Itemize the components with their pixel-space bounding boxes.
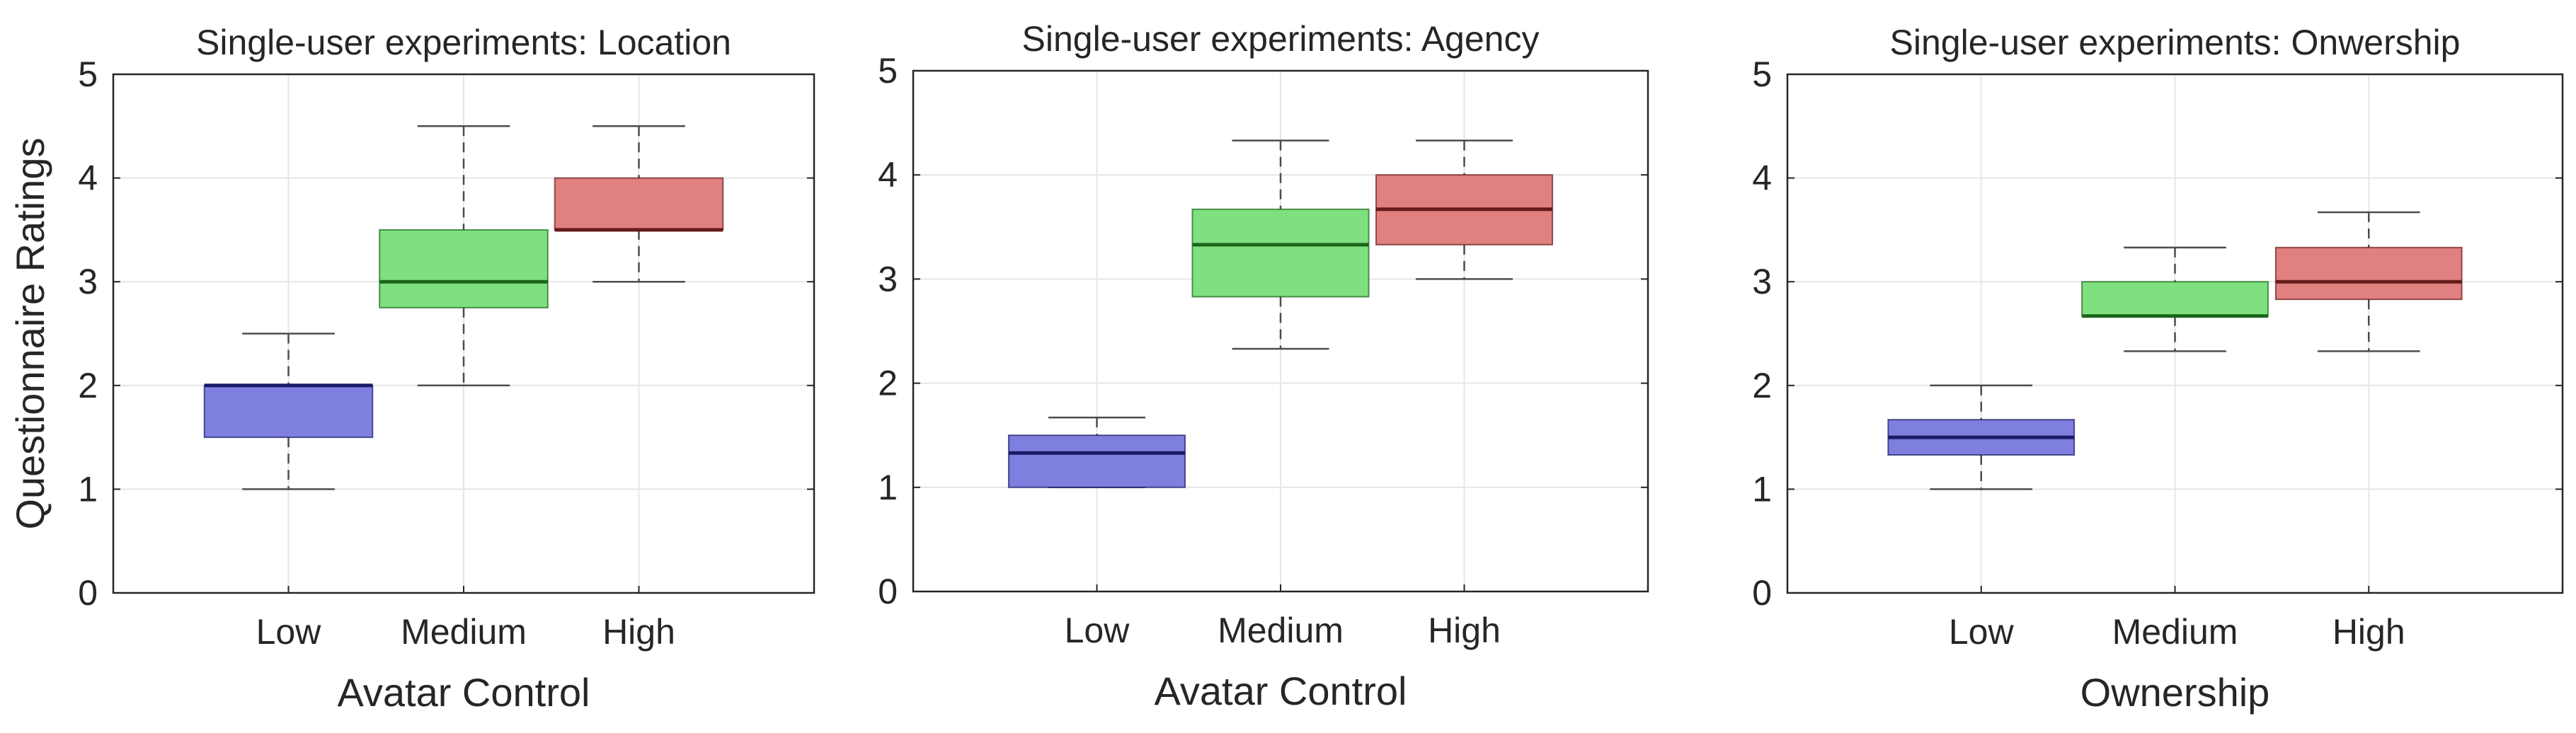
x-tick-label: High — [602, 612, 675, 652]
box-iqr — [1007, 434, 1186, 488]
x-tick-label: Medium — [401, 612, 527, 652]
x-axis-label: Avatar Control — [338, 670, 590, 715]
x-tick-label: Low — [1949, 612, 2015, 652]
y-tick-label: 2 — [1752, 366, 1772, 405]
x-tick-label: Low — [1065, 611, 1130, 650]
y-tick-label: 1 — [1752, 469, 1772, 509]
x-tick-label: High — [2332, 612, 2405, 652]
box-iqr — [379, 229, 549, 308]
x-tick-label: Low — [256, 612, 322, 652]
box-high — [1375, 139, 1554, 280]
box-iqr — [203, 384, 374, 439]
box-medium — [2081, 246, 2269, 352]
box-iqr — [2081, 281, 2269, 317]
y-tick-label: 1 — [878, 468, 898, 507]
y-tick-label: 4 — [1752, 158, 1772, 198]
box-iqr — [2274, 246, 2463, 301]
y-tick-label: 0 — [1752, 573, 1772, 613]
chart-panel-3: 0 1 2 3 4 5 Low Medium High Single-user experimen… — [1752, 23, 2564, 715]
y-tick-label: 3 — [1752, 262, 1772, 301]
chart-panel-2: 0 1 2 3 4 5 Low Medium High Single-user experimen… — [878, 19, 1649, 713]
y-tick-label: 2 — [78, 366, 98, 405]
chart-title: Single-user experiments: Onwership — [1890, 23, 2461, 62]
y-tick-label: 3 — [78, 262, 98, 301]
box-iqr — [1191, 208, 1370, 298]
box-medium — [1191, 139, 1370, 350]
box-medium — [379, 125, 549, 387]
y-tick-label: 5 — [78, 54, 98, 94]
y-tick-label: 5 — [878, 51, 898, 91]
x-tick-label: High — [1428, 611, 1501, 650]
x-tick-label: Medium — [2112, 612, 2238, 652]
x-axis-label: Ownership — [2080, 670, 2270, 715]
chart-title: Single-user experiments: Agency — [1022, 19, 1540, 59]
chart-title: Single-user experiments: Location — [196, 23, 731, 62]
box-low — [1887, 384, 2076, 490]
box-iqr — [554, 177, 724, 231]
box-high — [2274, 211, 2463, 352]
y-tick-label: 0 — [78, 573, 98, 613]
chart-panel-1: 0 1 2 3 4 5 Low Medium High Single-user experimen… — [8, 23, 815, 715]
box-low — [1007, 416, 1186, 489]
y-tick-label: 0 — [878, 572, 898, 611]
y-tick-label: 1 — [78, 469, 98, 509]
box-low — [203, 333, 374, 490]
x-axis-label: Avatar Control — [1155, 669, 1407, 713]
x-tick-label: Medium — [1218, 611, 1344, 650]
y-tick-label: 4 — [78, 158, 98, 198]
y-axis-label: Questionnaire Ratings — [8, 137, 52, 529]
y-tick-label: 4 — [878, 155, 898, 195]
y-tick-label: 5 — [1752, 54, 1772, 94]
box-high — [554, 125, 724, 283]
y-tick-label: 3 — [878, 259, 898, 299]
y-tick-label: 2 — [878, 364, 898, 403]
